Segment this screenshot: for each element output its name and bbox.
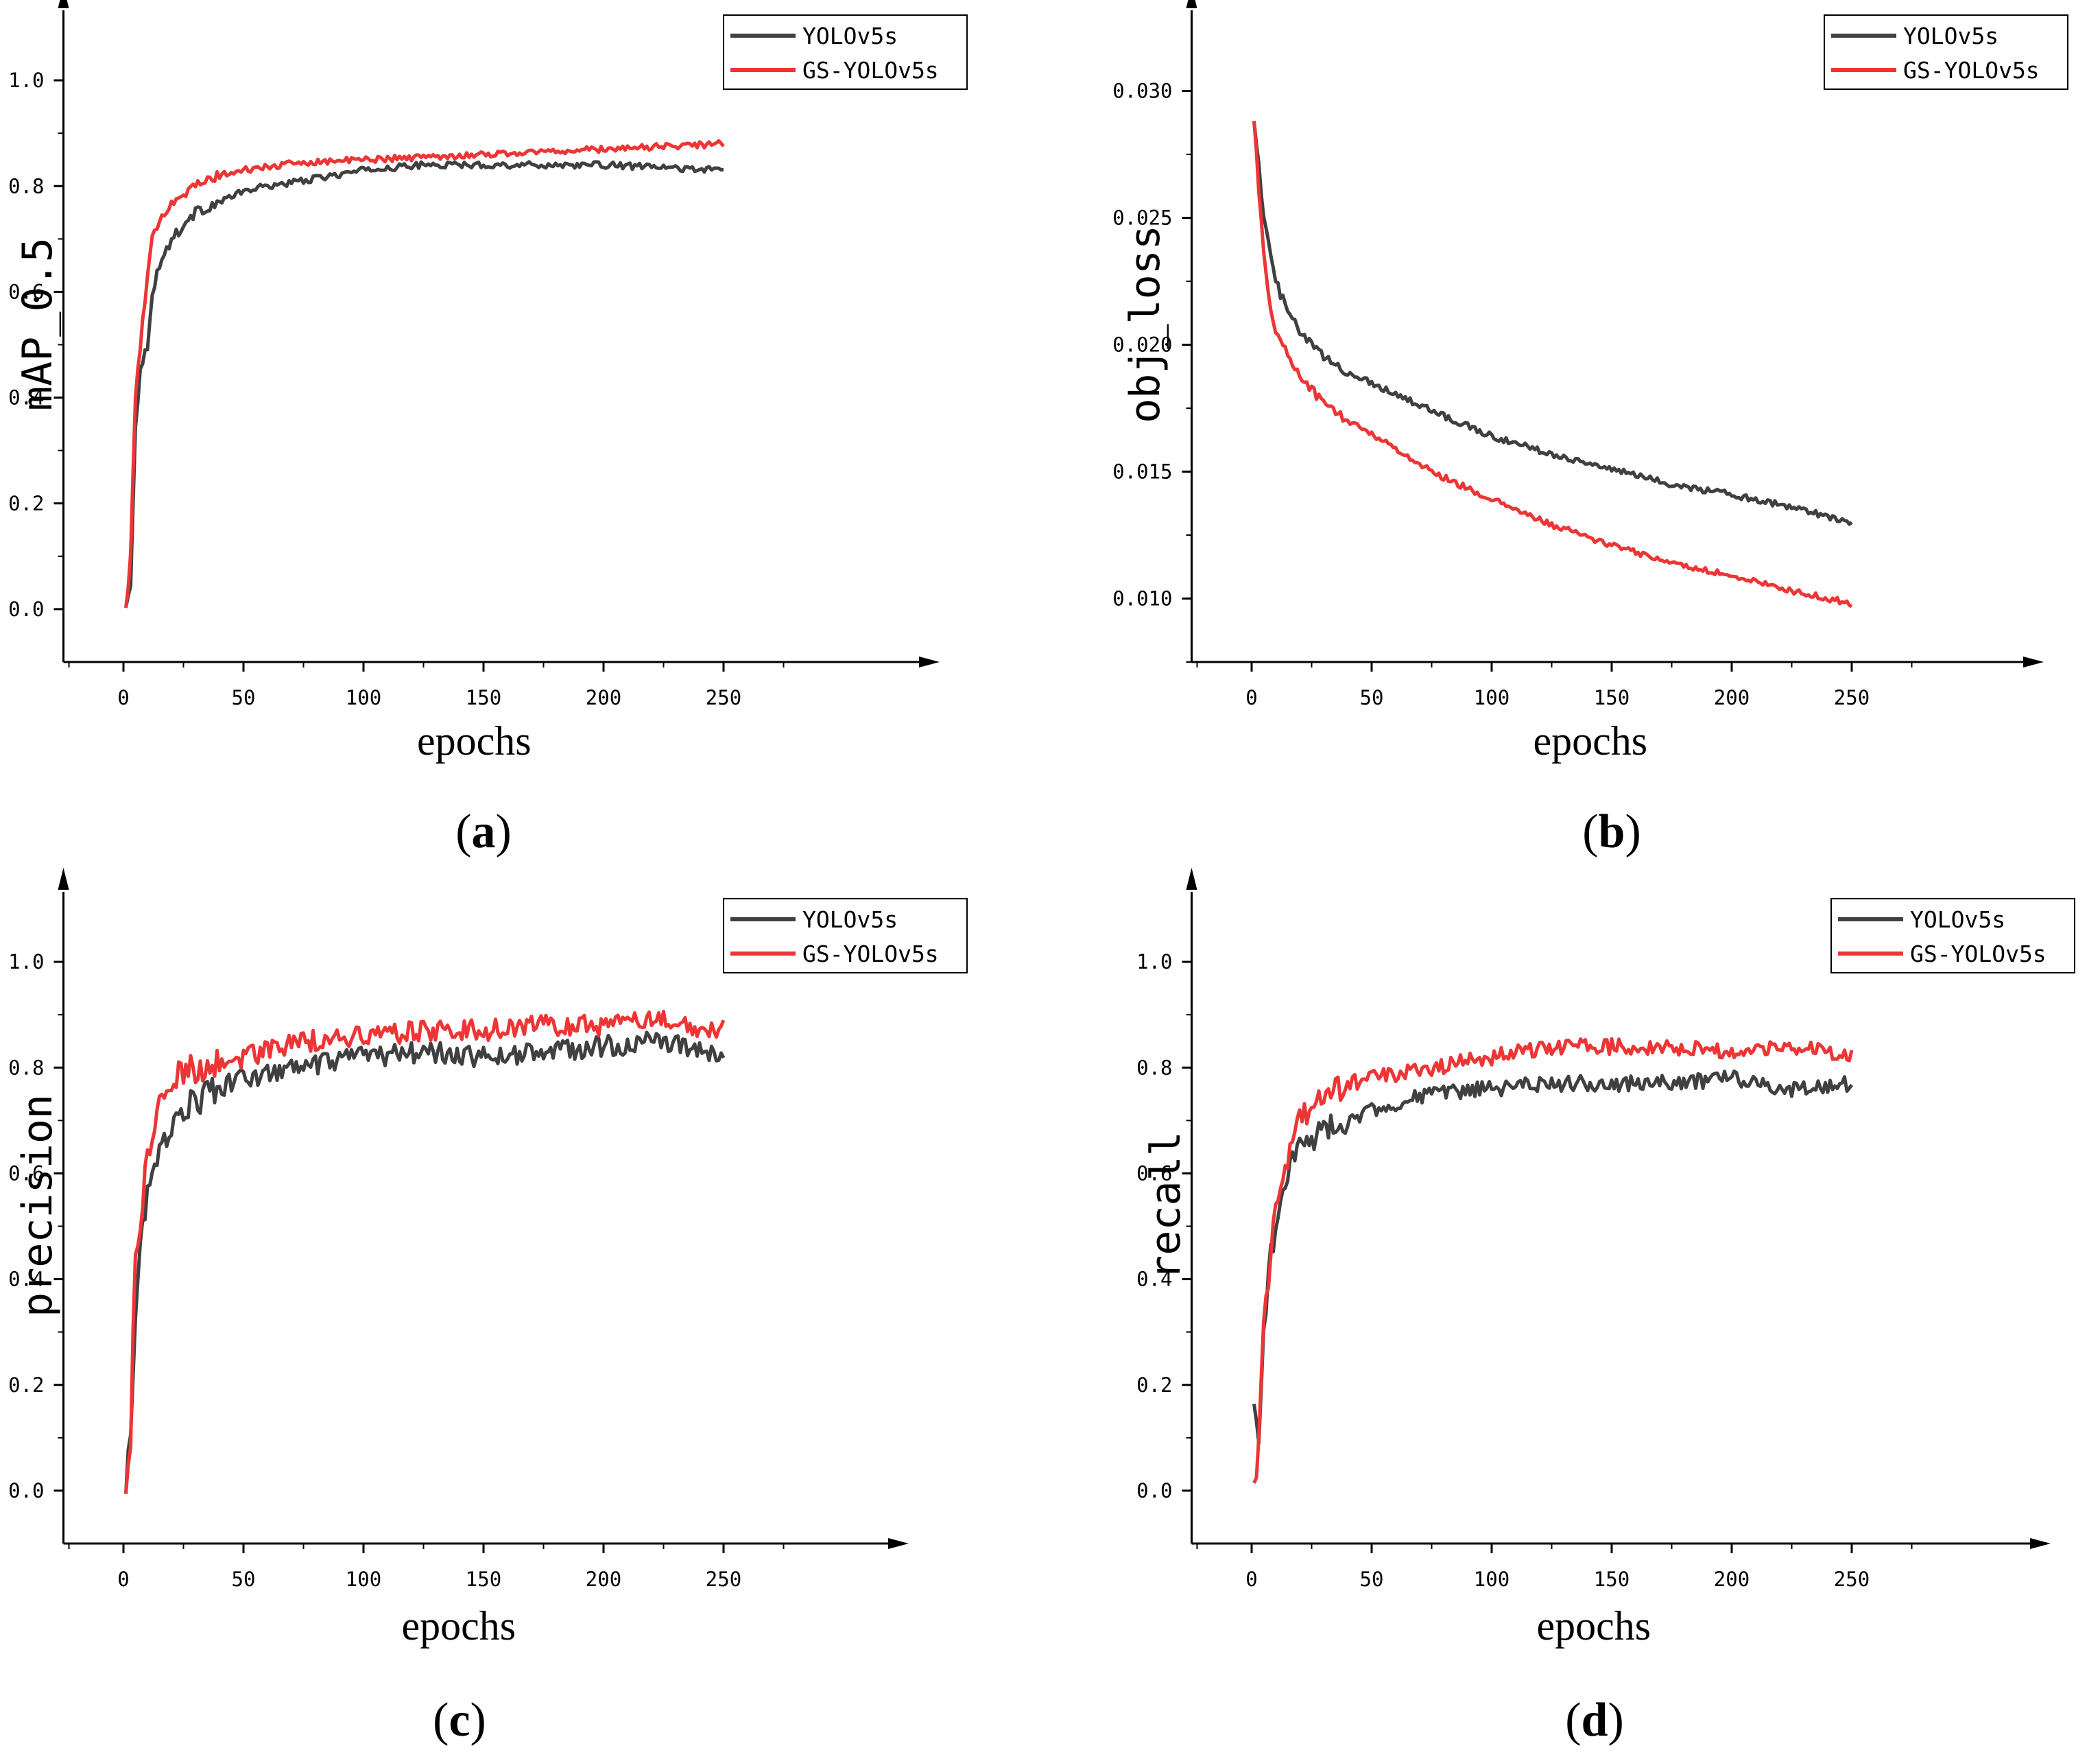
x-tick-label: 150 xyxy=(466,1568,501,1591)
x-axis-title: epochs xyxy=(1536,1603,1651,1648)
x-tick-label: 100 xyxy=(1474,686,1510,709)
y-axis-title: mAP_0.5 xyxy=(14,237,62,411)
x-tick-label: 0 xyxy=(117,686,129,709)
y-tick-label: 0.030 xyxy=(1112,80,1172,103)
x-tick-label: 0 xyxy=(1245,686,1257,709)
x-tick-label: 150 xyxy=(1594,1568,1630,1591)
series-line-gs-yolov5s xyxy=(124,1009,726,1494)
x-tick-label: 250 xyxy=(706,686,741,709)
panel-label: (b) xyxy=(1582,805,1641,858)
y-tick-label: 0.4 xyxy=(8,1268,44,1291)
legend xyxy=(723,14,968,90)
y-tick-label: 0.6 xyxy=(8,1161,44,1185)
y-tick-label: 0.4 xyxy=(1136,1268,1172,1291)
y-tick-label: 0.6 xyxy=(8,280,44,303)
y-tick-label: 1.0 xyxy=(8,69,44,92)
x-tick-label: 50 xyxy=(232,1568,256,1591)
panel-c: 0 50 100 150 200 250 0.0 0.2 0.4 0.6 0.8 1.0 YOLOv5s… xyxy=(8,868,968,1747)
x-tick-label: 100 xyxy=(346,1568,381,1591)
y-tick-label: 0.4 xyxy=(8,386,44,410)
x-tick-label: 100 xyxy=(1474,1568,1510,1591)
panel-b: 0 50 100 150 200 250 0.010 0.015 0.020 0.025 0.030… xyxy=(1112,0,2068,858)
y-tick-label: 0.0 xyxy=(8,1479,44,1502)
x-tick-label: 0 xyxy=(117,1568,129,1591)
x-tick-label: 250 xyxy=(1834,686,1870,709)
series-line-gs-yolov5s xyxy=(1252,121,1853,608)
legend-entry: YOLOv5s xyxy=(1910,906,2005,933)
series-line-yolov5s xyxy=(124,160,724,608)
panel-label: (d) xyxy=(1565,1694,1624,1747)
legend-entry: YOLOv5s xyxy=(802,23,898,49)
y-tick-label: 0.025 xyxy=(1112,206,1172,230)
y-tick-label: 0.0 xyxy=(8,598,44,621)
y-axis-title: recall xyxy=(1142,1131,1190,1280)
panel-label: (c) xyxy=(433,1694,486,1747)
y-tick-label: 0.6 xyxy=(1136,1161,1172,1185)
x-axis-arrow xyxy=(919,657,940,667)
x-tick-label: 50 xyxy=(1360,686,1384,709)
series-line-yolov5s xyxy=(1252,1069,1854,1445)
x-tick-label: 150 xyxy=(466,686,501,709)
legend-entry: YOLOv5s xyxy=(802,906,898,933)
y-axis-arrow xyxy=(58,0,69,8)
y-tick-label: 0.8 xyxy=(8,174,44,198)
legend-entry: GS-YOLOv5s xyxy=(802,57,939,84)
legend xyxy=(723,898,968,973)
y-tick-label: 0.8 xyxy=(8,1056,44,1079)
x-tick-label: 200 xyxy=(586,686,621,709)
y-tick-label: 0.0 xyxy=(1136,1479,1172,1502)
x-axis-title: epochs xyxy=(401,1603,516,1648)
x-axis-title: epochs xyxy=(1533,718,1647,764)
x-tick-label: 0 xyxy=(1245,1568,1257,1591)
y-tick-label: 0.2 xyxy=(1136,1373,1172,1397)
y-tick-label: 0.2 xyxy=(8,492,44,515)
y-tick-label: 0.020 xyxy=(1112,333,1172,357)
y-tick-label: 0.8 xyxy=(1136,1056,1172,1079)
legend xyxy=(1824,14,2068,90)
y-tick-label: 1.0 xyxy=(8,950,44,973)
series-line-yolov5s xyxy=(1252,121,1853,526)
y-tick-label: 0.015 xyxy=(1112,460,1172,484)
x-tick-label: 250 xyxy=(706,1568,741,1591)
x-tick-label: 250 xyxy=(1834,1568,1870,1591)
series-line-gs-yolov5s xyxy=(1252,1037,1854,1484)
legend xyxy=(1830,898,2075,973)
x-tick-label: 100 xyxy=(346,686,381,709)
y-axis-arrow xyxy=(1186,868,1197,890)
y-axis-title: precision xyxy=(14,1094,62,1317)
y-axis-title: obj_loss xyxy=(1121,225,1169,423)
series-line-yolov5s xyxy=(124,1030,726,1494)
x-axis-arrow xyxy=(2030,1538,2051,1549)
legend-entry: GS-YOLOv5s xyxy=(1903,57,2040,84)
y-tick-label: 0.010 xyxy=(1112,587,1172,611)
y-tick-label: 1.0 xyxy=(1136,950,1172,973)
y-axis-arrow xyxy=(1186,0,1197,8)
x-axis-arrow xyxy=(888,1538,909,1549)
x-tick-label: 200 xyxy=(1714,1568,1750,1591)
panel-d: 0 50 100 150 200 250 0.0 0.2 0.4 0.6 0.8 1.0 YOLOv5s… xyxy=(1136,868,2075,1747)
x-tick-label: 150 xyxy=(1594,686,1630,709)
y-tick-label: 0.2 xyxy=(8,1373,44,1397)
x-tick-label: 50 xyxy=(1360,1568,1384,1591)
x-axis-arrow xyxy=(2023,657,2044,667)
panel-a: 0 50 100 150 200 250 0.0 0.2 0.4 0.6 0.8 1.0 YOLOv5s… xyxy=(8,0,968,858)
panel-label: (a) xyxy=(455,805,512,858)
legend-entry: YOLOv5s xyxy=(1903,23,1998,49)
x-tick-label: 50 xyxy=(232,686,256,709)
y-axis-arrow xyxy=(58,868,69,890)
x-tick-label: 200 xyxy=(586,1568,621,1591)
x-tick-label: 200 xyxy=(1714,686,1750,709)
x-axis-title: epochs xyxy=(417,718,532,764)
legend-entry: GS-YOLOv5s xyxy=(802,941,939,967)
legend-entry: GS-YOLOv5s xyxy=(1910,941,2047,967)
series-line-gs-yolov5s xyxy=(124,139,725,608)
